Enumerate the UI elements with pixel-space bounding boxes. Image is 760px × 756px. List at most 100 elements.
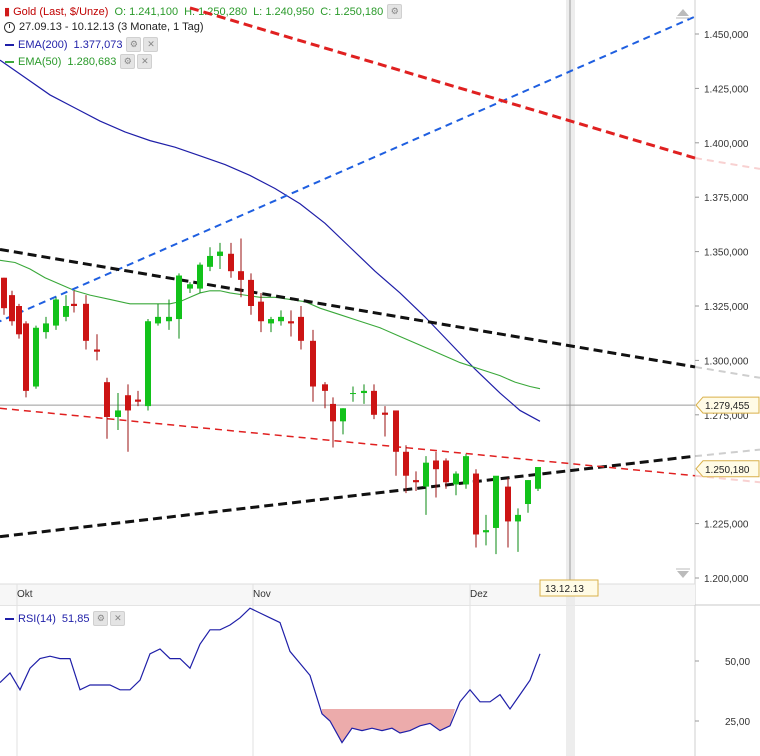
last-price-label-box (695, 460, 760, 478)
candle-body (403, 451, 409, 476)
candle-body (515, 514, 521, 522)
trendline (189, 6, 696, 160)
candle-body (413, 480, 419, 483)
candle-body (23, 323, 29, 391)
candle-body (535, 467, 541, 489)
instrument-label: Gold (Last, $/Unze) (13, 5, 109, 18)
candle-body (382, 412, 388, 415)
level-label: 1.279,455 (695, 396, 760, 414)
candle-body (433, 460, 439, 470)
time-axis-tick-label: Nov (253, 589, 271, 600)
candle-body (187, 284, 193, 289)
rsi-label: RSI(14) (18, 612, 56, 625)
candle-body (310, 340, 316, 387)
price-axis-tick-label: 1.450,000 (704, 30, 749, 41)
rsi-swatch (5, 617, 14, 620)
candle-body (207, 255, 213, 267)
rsi-axis-tick-label: 25,00 (725, 717, 750, 728)
ema200-label: EMA(200) (18, 38, 68, 51)
candle-body (393, 410, 399, 452)
ohlc-close: C: 1.250,180 (320, 5, 384, 18)
clock-icon (4, 21, 15, 33)
price-axis-bg (695, 0, 760, 756)
candle-body (94, 349, 100, 352)
level-label-box (695, 396, 760, 414)
price-axis-tick-label: 1.325,000 (704, 302, 749, 313)
candle-body (43, 323, 49, 333)
candle-body (463, 456, 469, 485)
candle-type-icon: ▮ (4, 5, 11, 18)
ema50-line (0, 259, 541, 390)
candle-body (258, 301, 264, 322)
scroll-down-icon (677, 571, 689, 578)
rsi-close-icon[interactable]: ✕ (110, 611, 126, 626)
ohlc-open: O: 1.241,100 (114, 5, 179, 18)
trendline (0, 15, 696, 323)
price-axis-tick-label: 1.300,000 (704, 356, 749, 367)
ema200-value: 1.377,073 (73, 38, 123, 51)
settings-icon[interactable]: ⚙ (387, 4, 403, 19)
price-axis-tick-label: 1.425,000 (704, 84, 749, 95)
candle-body (176, 275, 182, 320)
ema200-swatch (5, 43, 14, 46)
rsi-settings-icon[interactable]: ⚙ (93, 611, 109, 626)
candle-body (473, 473, 479, 535)
candle-body (217, 251, 223, 256)
candle-body (9, 295, 15, 322)
price-axis-tick-label: 1.400,000 (704, 139, 749, 150)
ema200-line (0, 59, 541, 422)
ema50-value: 1.280,683 (67, 55, 117, 68)
ema50-close-icon[interactable]: ✕ (137, 54, 153, 69)
time-axis-bg (0, 584, 695, 605)
ema200-settings-icon[interactable]: ⚙ (126, 37, 142, 52)
legend-ema50: EMA(50) 1.280,683 ⚙ ✕ (0, 54, 153, 69)
cursor-date-box (539, 579, 599, 597)
price-axis-tick-label: 1.275,000 (704, 411, 749, 422)
ema200-close-icon[interactable]: ✕ (143, 37, 159, 52)
ema50-settings-icon[interactable]: ⚙ (120, 54, 136, 69)
rsi-oversold-area (322, 709, 455, 743)
candle-body (505, 486, 511, 522)
candle-body (71, 303, 77, 306)
price-axis-tick-label: 1.200,000 (704, 574, 749, 585)
trendline (694, 448, 760, 458)
candle-body (115, 410, 121, 417)
trendline (0, 407, 696, 477)
candle-body (53, 299, 59, 326)
candle-body (371, 390, 377, 415)
candle-body (135, 399, 141, 402)
candle-body (63, 306, 69, 317)
level-label-text: 1.279,455 (705, 401, 750, 412)
candle-body (483, 530, 489, 533)
candle-body (288, 321, 294, 324)
candle-body (268, 319, 274, 324)
cursor-date-text: 13.12.13 (545, 584, 584, 595)
candle-body (248, 279, 254, 306)
candle-body (525, 480, 531, 505)
price-axis-tick-label: 1.350,000 (704, 248, 749, 259)
rsi-line (0, 607, 541, 744)
candle-body (1, 277, 7, 309)
ema50-swatch (5, 60, 14, 63)
legend-period: 27.09.13 - 10.12.13 (3 Monate, 1 Tag) (0, 20, 203, 34)
last-price-label-text: 1.250,180 (705, 465, 750, 476)
trendline (0, 454, 696, 539)
candle-body (298, 316, 304, 341)
ohlc-low: L: 1.240,950 (253, 5, 315, 18)
trendline (0, 247, 696, 369)
candle-body (340, 408, 346, 422)
ema50-label: EMA(50) (18, 55, 62, 68)
rsi-value: 51,85 (61, 612, 90, 625)
last-price-label: 1.250,180 (695, 460, 760, 478)
trendline (694, 365, 760, 379)
candle-body (423, 462, 429, 487)
legend-ema200: EMA(200) 1.377,073 ⚙ ✕ (0, 37, 159, 52)
candle-body (453, 473, 459, 485)
candle-body (238, 271, 244, 280)
candle-body (155, 316, 161, 324)
candle-body (33, 327, 39, 387)
candle-body (361, 390, 367, 394)
trendline (694, 474, 760, 484)
candle-body (350, 393, 356, 395)
